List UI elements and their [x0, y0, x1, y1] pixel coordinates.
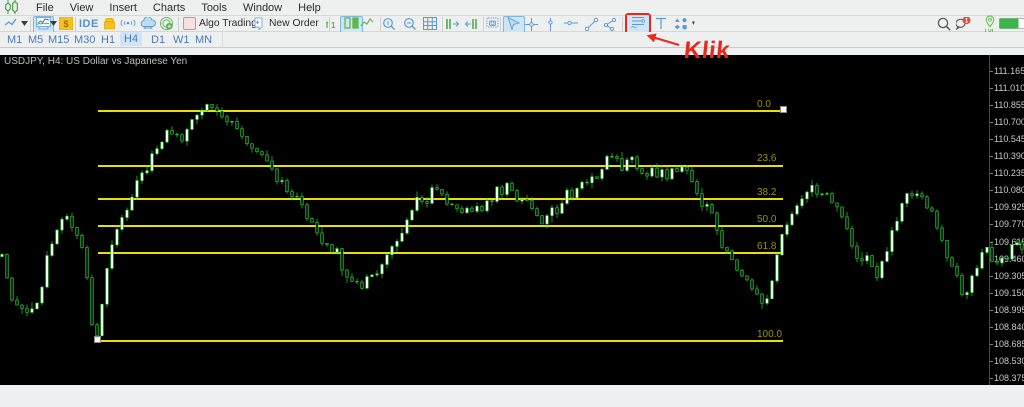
svg-text:$: $: [63, 19, 68, 29]
svg-text:1: 1: [331, 21, 336, 30]
